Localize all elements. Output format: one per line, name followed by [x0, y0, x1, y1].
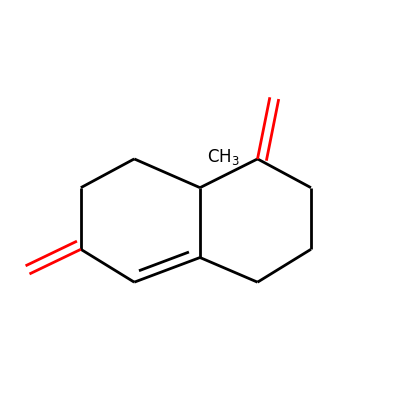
Text: CH$_3$: CH$_3$ [207, 147, 240, 167]
